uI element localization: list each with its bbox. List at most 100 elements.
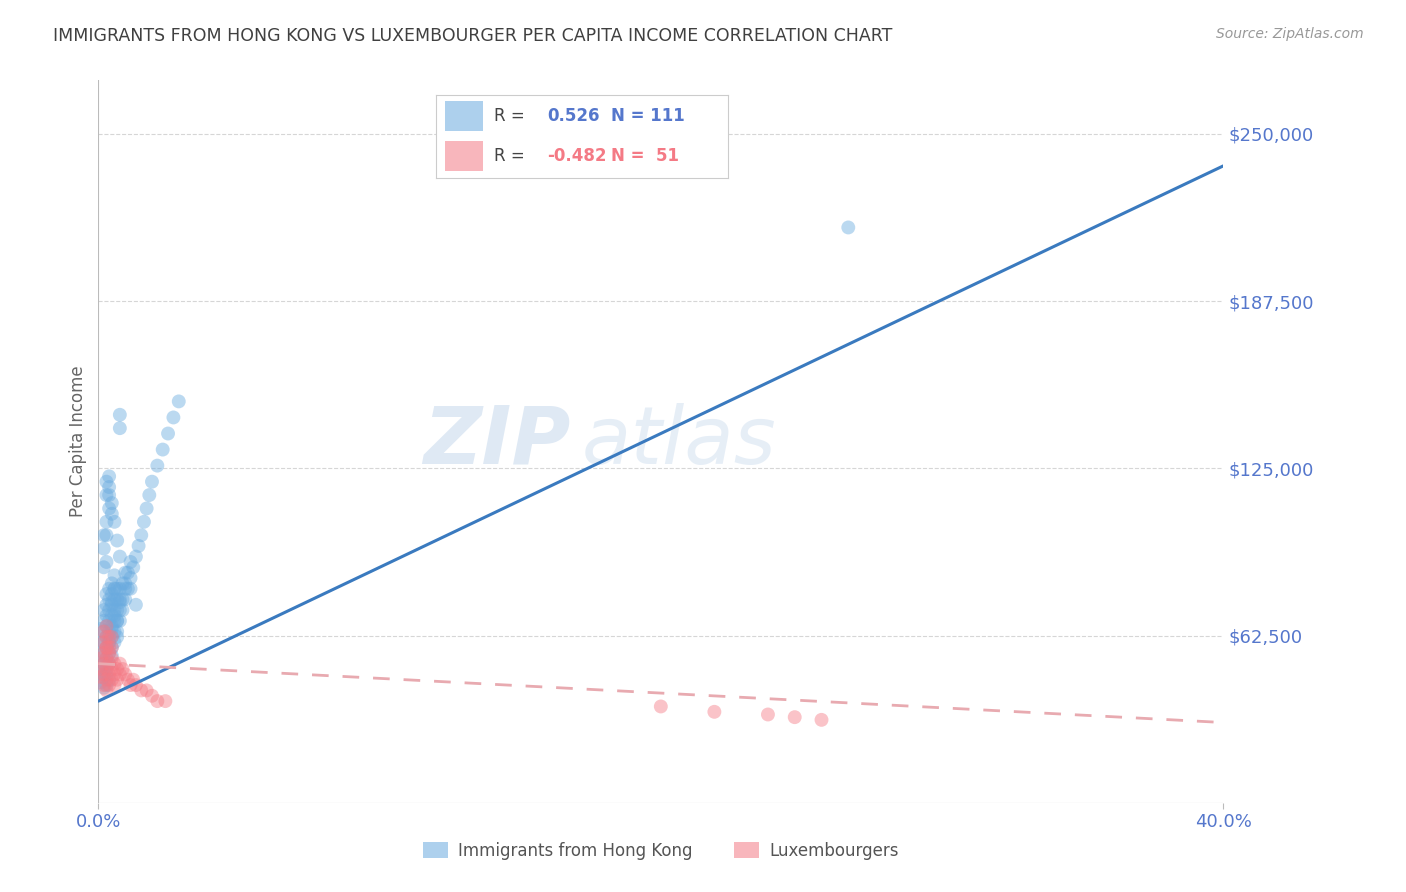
Point [98, 582, 121, 596]
Point [111, 576, 134, 591]
Point [101, 619, 124, 633]
Point [167, 394, 190, 409]
Point [108, 657, 131, 671]
Point [90, 622, 112, 636]
Point [125, 549, 148, 564]
Point [101, 673, 124, 687]
Point [101, 651, 124, 665]
Point [114, 576, 136, 591]
Point [98, 646, 121, 660]
Point [138, 488, 160, 502]
Point [96, 488, 118, 502]
Point [98, 501, 121, 516]
Point [96, 640, 118, 655]
Point [105, 630, 128, 644]
Point [157, 426, 180, 441]
Point [101, 662, 124, 676]
Point [125, 678, 148, 692]
Point [120, 571, 142, 585]
Point [96, 673, 118, 687]
Point [103, 592, 125, 607]
Point [152, 442, 174, 457]
Point [103, 568, 125, 582]
Point [108, 549, 131, 564]
Point [96, 630, 118, 644]
Point [98, 646, 121, 660]
Point [146, 458, 169, 473]
Point [101, 630, 124, 644]
Point [810, 713, 832, 727]
Point [96, 619, 118, 633]
Text: IMMIGRANTS FROM HONG KONG VS LUXEMBOURGER PER CAPITA INCOME CORRELATION CHART: IMMIGRANTS FROM HONG KONG VS LUXEMBOURGE… [53, 27, 893, 45]
Point [105, 582, 128, 596]
Point [103, 635, 125, 649]
Point [162, 410, 184, 425]
Point [101, 595, 124, 609]
Point [98, 630, 121, 644]
Point [96, 640, 118, 655]
Point [837, 220, 859, 235]
Point [756, 707, 779, 722]
Point [93, 528, 115, 542]
Point [101, 640, 124, 655]
Point [117, 673, 139, 687]
Point [93, 635, 115, 649]
Point [96, 475, 118, 489]
Point [101, 648, 124, 663]
Point [93, 646, 115, 660]
Point [120, 555, 142, 569]
Point [103, 667, 125, 681]
Point [155, 694, 177, 708]
Point [93, 603, 115, 617]
Point [90, 648, 112, 663]
Point [108, 408, 131, 422]
Point [135, 501, 157, 516]
Point [98, 592, 121, 607]
Point [103, 624, 125, 639]
Point [117, 582, 139, 596]
Point [98, 640, 121, 655]
Point [93, 646, 115, 660]
Point [96, 555, 118, 569]
Point [96, 662, 118, 676]
Point [105, 673, 128, 687]
Point [103, 614, 125, 628]
Point [125, 598, 148, 612]
Point [703, 705, 725, 719]
Point [128, 539, 150, 553]
Point [93, 678, 115, 692]
Point [108, 595, 131, 609]
Point [650, 699, 672, 714]
Text: Source: ZipAtlas.com: Source: ZipAtlas.com [1216, 27, 1364, 41]
Point [93, 624, 115, 639]
Point [105, 624, 128, 639]
Point [98, 657, 121, 671]
Point [129, 528, 152, 542]
Point [96, 630, 118, 644]
Point [96, 640, 118, 655]
Point [101, 496, 124, 510]
Point [108, 667, 131, 681]
Point [105, 603, 128, 617]
Text: atlas: atlas [582, 402, 778, 481]
Point [783, 710, 806, 724]
Point [111, 662, 134, 676]
Point [141, 689, 163, 703]
Point [108, 421, 131, 435]
Point [93, 541, 115, 556]
Point [90, 670, 112, 684]
Point [105, 614, 128, 628]
Point [114, 667, 136, 681]
Point [103, 608, 125, 623]
Point [98, 488, 121, 502]
Point [93, 657, 115, 671]
Point [96, 598, 118, 612]
Point [90, 662, 112, 676]
Point [122, 560, 145, 574]
Point [114, 582, 136, 596]
Point [90, 675, 112, 690]
Point [90, 651, 112, 665]
Point [96, 678, 118, 692]
Point [98, 480, 121, 494]
Point [103, 582, 125, 596]
